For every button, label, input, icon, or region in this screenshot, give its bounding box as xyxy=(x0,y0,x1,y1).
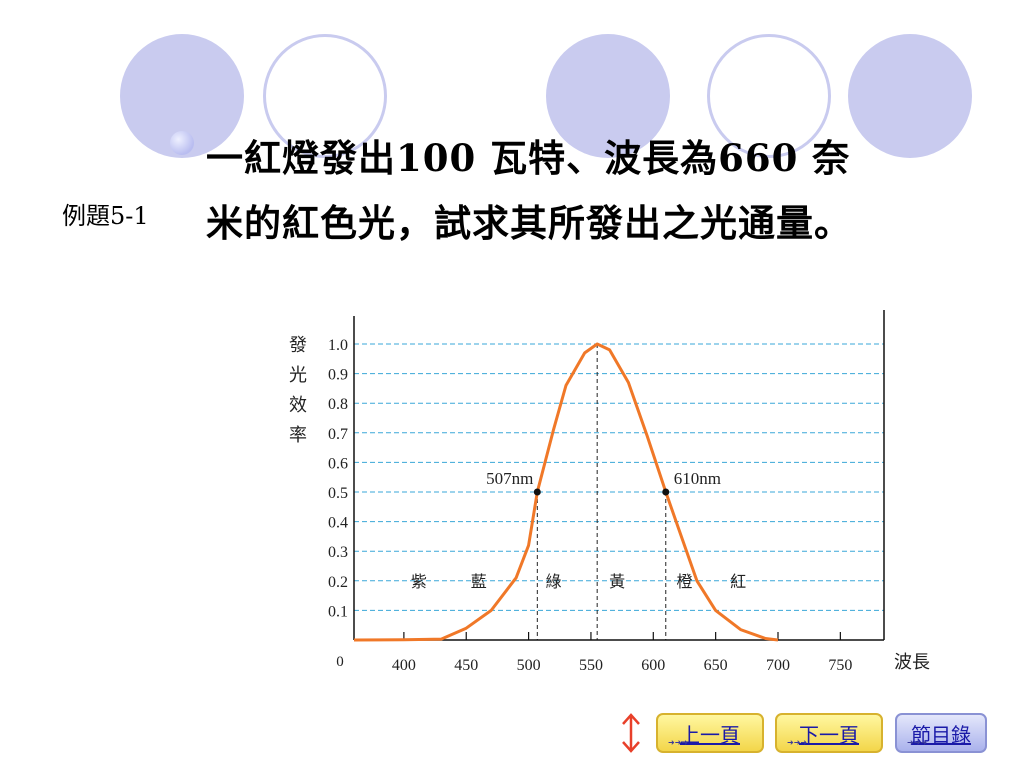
x-tick-label: 450 xyxy=(454,657,478,674)
x-tick-label: 600 xyxy=(641,657,665,674)
y-tick-label: 0.9 xyxy=(328,367,348,384)
y-tick-label: 1.0 xyxy=(328,337,348,354)
band-label: 橙 xyxy=(676,573,692,591)
y-tick-label: 0.8 xyxy=(328,396,348,413)
decor-ring-2 xyxy=(707,34,831,158)
next-page-button[interactable]: 下一頁 ➜➜➜ xyxy=(775,713,883,753)
marker-label: 610nm xyxy=(674,469,721,488)
title-line-1: 一紅燈發出100 瓦特、波長為660 奈 xyxy=(206,136,851,180)
prev-page-label: 上一頁 xyxy=(680,722,740,747)
x-tick-label: 500 xyxy=(517,657,541,674)
x-tick-label: 700 xyxy=(766,657,790,674)
y-axis-title-char: 光 xyxy=(289,365,307,385)
x-tick-label: 550 xyxy=(579,657,603,674)
y-tick-label: 0.4 xyxy=(328,515,348,532)
x-tick-label: 400 xyxy=(392,657,416,674)
x-tick-label: 650 xyxy=(704,657,728,674)
efficiency-curve xyxy=(353,342,779,642)
decor-ring-1 xyxy=(263,34,387,158)
y-tick-label: 0.5 xyxy=(328,485,348,502)
prev-page-button[interactable]: 上一頁 ➜➜➜ xyxy=(656,713,764,753)
y-tick-label: 0.7 xyxy=(328,426,348,443)
y-tick-label: 0.2 xyxy=(328,574,348,591)
y-tick-label: 0.3 xyxy=(328,544,348,561)
title-line-2: 米的紅色光，試求其所發出之光通量。 xyxy=(206,201,852,245)
y-axis-title-char: 發 xyxy=(289,335,307,355)
bullet-icon xyxy=(170,131,194,155)
band-label: 黃 xyxy=(609,573,625,591)
decor-circle-3 xyxy=(848,34,972,158)
decor-circle-2 xyxy=(546,34,670,158)
y-axis-title-char: 效 xyxy=(289,395,307,415)
origin-label: 0 xyxy=(336,654,344,670)
example-label: 例題5-1 xyxy=(62,202,149,230)
table-of-contents-label: 節目錄 xyxy=(911,722,971,747)
y-tick-label: 0.6 xyxy=(328,455,348,472)
marker-point xyxy=(533,488,541,496)
up-down-arrow-icon[interactable] xyxy=(618,711,644,755)
x-tick-label: 750 xyxy=(828,657,852,674)
y-axis-title-char: 率 xyxy=(289,425,307,445)
arrows-icon: ➜➜➜ xyxy=(787,738,808,747)
luminous-efficiency-chart: 0.1 0.2 0.3 0.4 0.5 0.6 0.7 0.8 0.9 1.0 400 450 500 5… xyxy=(289,310,930,674)
band-label: 綠 xyxy=(546,573,562,591)
y-tick-label: 0.1 xyxy=(328,603,348,620)
table-of-contents-button[interactable]: 節目錄 ➜➜➜ xyxy=(895,713,987,753)
band-label: 紫 xyxy=(411,573,427,591)
x-axis-title: 波長 xyxy=(894,652,930,672)
next-page-label: 下一頁 xyxy=(799,722,859,747)
band-label: 藍 xyxy=(471,573,487,591)
band-label: 紅 xyxy=(730,573,746,591)
marker-point xyxy=(662,488,670,496)
marker-label: 507nm xyxy=(486,469,533,488)
arrows-icon: ➜➜➜ xyxy=(907,738,928,747)
arrows-icon: ➜➜➜ xyxy=(668,738,689,747)
